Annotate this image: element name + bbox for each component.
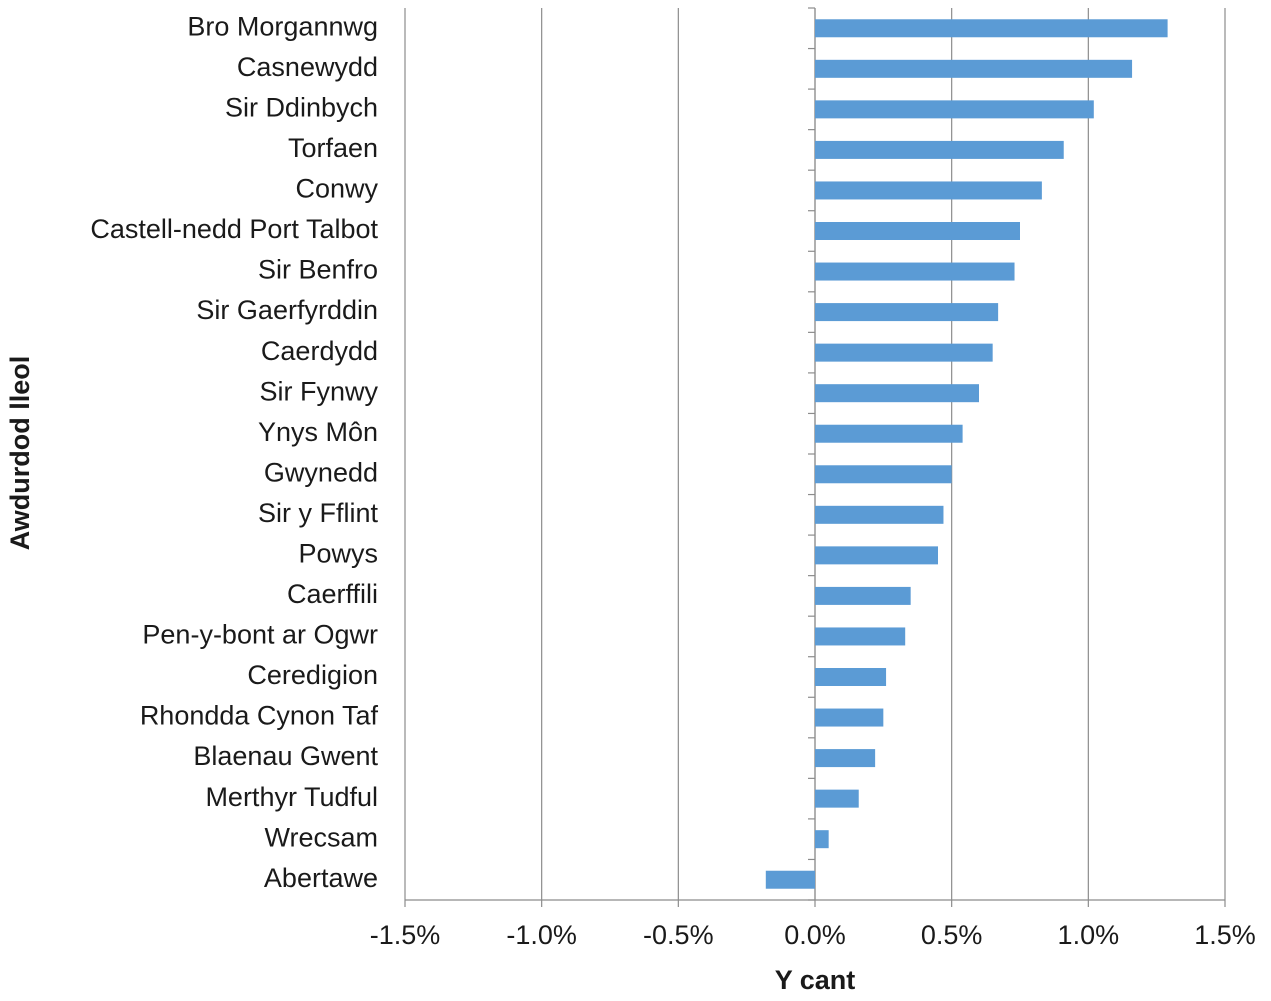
y-tick-label: Conwy — [295, 174, 378, 204]
bar — [815, 586, 911, 605]
x-tick-label: -1.0% — [506, 920, 577, 950]
bar — [815, 424, 963, 443]
y-tick-label: Casnewydd — [237, 52, 378, 82]
bar — [815, 100, 1094, 119]
y-tick-label: Castell-nedd Port Talbot — [90, 214, 378, 244]
y-tick-label: Torfaen — [288, 133, 378, 163]
y-tick-label: Wrecsam — [264, 822, 378, 852]
x-tick-label: -0.5% — [643, 920, 714, 950]
y-tick-label: Powys — [298, 538, 378, 568]
y-tick-label: Caerdydd — [261, 336, 378, 366]
x-tick-label: 1.0% — [1058, 920, 1120, 950]
bar — [815, 303, 999, 322]
y-tick-label: Merthyr Tudful — [205, 782, 378, 812]
bar — [815, 749, 876, 768]
bar — [815, 343, 993, 362]
x-tick-label: 1.5% — [1194, 920, 1256, 950]
y-tick-label: Caerffili — [287, 579, 378, 609]
bar — [815, 140, 1064, 159]
y-tick-label: Sir Benfro — [258, 255, 378, 285]
bar — [815, 19, 1168, 38]
bar — [815, 384, 979, 403]
bar — [815, 181, 1042, 200]
y-tick-label: Sir Ddinbych — [225, 92, 378, 122]
y-tick-label: Sir Fynwy — [259, 376, 378, 406]
y-tick-label: Ceredigion — [247, 660, 378, 690]
bar — [815, 708, 884, 727]
x-tick-label: -1.5% — [370, 920, 441, 950]
y-tick-label: Ynys Môn — [258, 417, 378, 447]
y-tick-label: Sir y Fflint — [258, 498, 379, 528]
y-axis-title: Awdurdod lleol — [5, 356, 35, 551]
bar — [815, 627, 906, 646]
bar — [815, 222, 1020, 240]
bar — [815, 546, 938, 565]
y-tick-label: Pen-y-bont ar Ogwr — [142, 620, 378, 650]
bar — [815, 505, 944, 524]
y-tick-label: Sir Gaerfyrddin — [196, 295, 378, 325]
y-tick-label: Rhondda Cynon Taf — [140, 701, 379, 731]
y-tick-label: Bro Morgannwg — [187, 11, 378, 41]
bar — [815, 789, 859, 808]
x-tick-label: 0.0% — [784, 920, 846, 950]
y-tick-label: Gwynedd — [264, 457, 378, 487]
bar — [815, 59, 1133, 78]
x-tick-label: 0.5% — [921, 920, 983, 950]
bar — [765, 870, 815, 889]
bar — [815, 668, 887, 686]
y-tick-label: Blaenau Gwent — [193, 741, 378, 771]
y-tick-label: Abertawe — [264, 863, 378, 893]
x-axis-title: Y cant — [775, 965, 856, 995]
bar — [815, 830, 829, 849]
bar — [815, 465, 952, 484]
bar — [815, 262, 1015, 281]
